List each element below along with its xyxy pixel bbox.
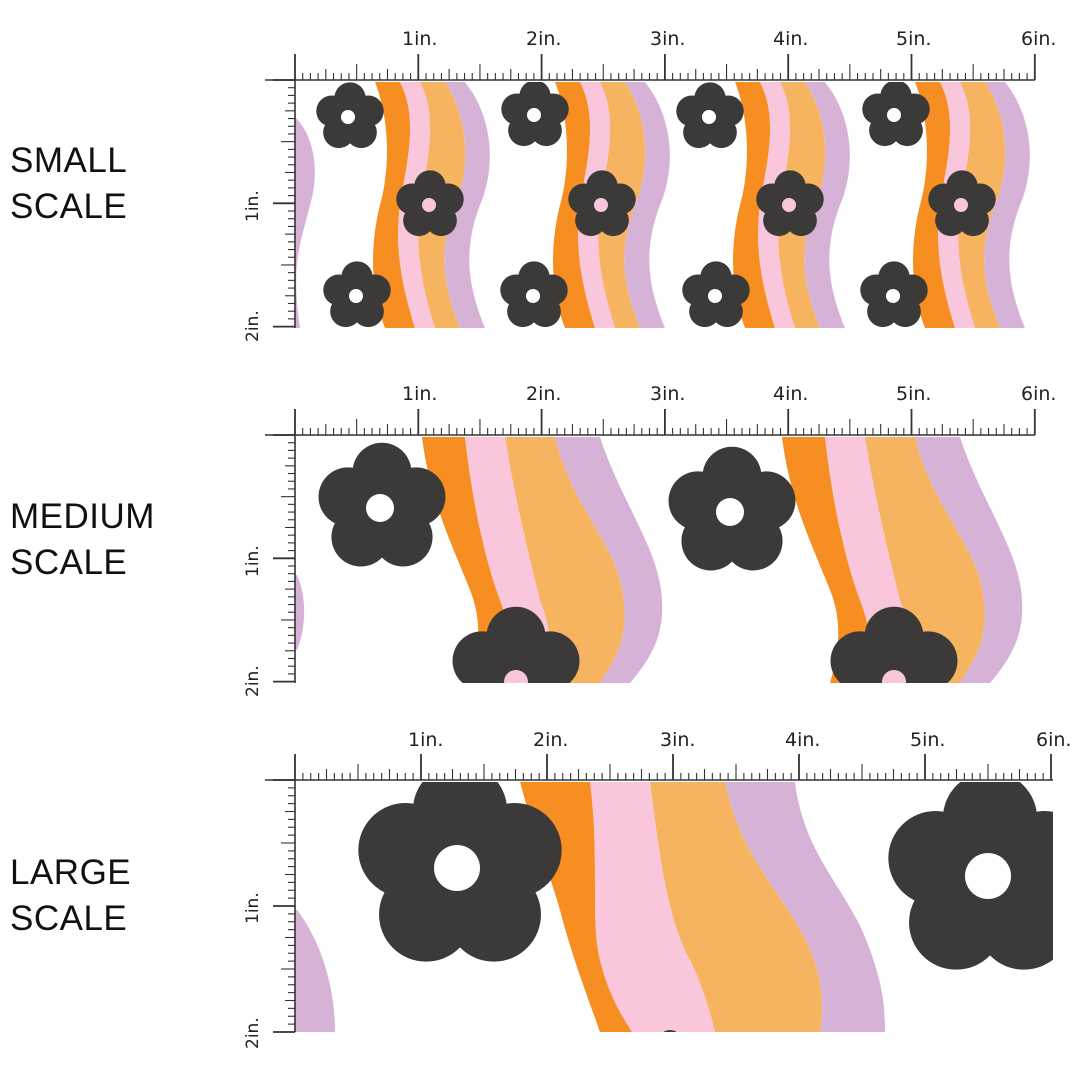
large-ruler-v-1in: 1in. [243,892,263,924]
medium-ruler-h-3in: 3in. [650,383,686,405]
small-ruler-h-3in: 3in. [650,28,686,50]
medium-ruler-h-2in: 2in. [526,383,562,405]
large-pattern [295,782,1053,1032]
small-ruler-h-2in: 2in. [526,28,562,50]
large-scale-label-line2: SCALE [10,899,128,938]
medium-ruler-h-4in: 4in. [773,383,809,405]
large-ruler-h-3in: 3in. [660,729,696,751]
large-ruler-h-5in: 5in. [910,729,946,751]
small-ruler-v-1in: 1in. [243,190,263,222]
small-ruler-h-4in: 4in. [773,28,809,50]
large-ruler-v-2in: 2in. [243,1017,263,1049]
small-ruler-v-2in: 2in. [243,310,263,342]
medium-ruler-v-1in: 1in. [243,545,263,577]
large-ruler-h-1in: 1in. [408,729,444,751]
small-ruler-h-6in: 6in. [1021,28,1057,50]
small-scale-label-line1: SMALL [10,141,128,180]
medium-pattern [295,437,1023,683]
small-scale-label: SMALL SCALE [10,138,127,230]
large-scale-label: LARGE SCALE [10,850,131,942]
large-ruler-h-2in: 2in. [533,729,569,751]
medium-ruler-h-1in: 1in. [402,383,438,405]
medium-scale-label: MEDIUM SCALE [10,494,155,586]
medium-ruler-h-5in: 5in. [896,383,932,405]
small-ruler-h-1in: 1in. [402,28,438,50]
large-ruler-h-4in: 4in. [785,729,821,751]
medium-scale-label-line1: MEDIUM [10,497,155,536]
large-ruler-h-6in: 6in. [1036,729,1072,751]
medium-ruler-h-6in: 6in. [1021,383,1057,405]
rulers [265,54,1053,1033]
small-pattern [295,82,1030,328]
small-ruler-h-5in: 5in. [896,28,932,50]
medium-ruler-v-2in: 2in. [243,665,263,697]
small-scale-label-line2: SCALE [10,187,128,226]
medium-scale-label-line2: SCALE [10,543,128,582]
large-scale-label-line1: LARGE [10,853,132,892]
